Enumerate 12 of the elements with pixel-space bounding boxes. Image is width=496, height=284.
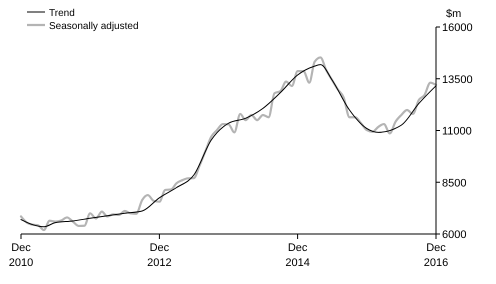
x-tick-label: Dec 2010 — [8, 242, 34, 269]
x-tick-label: Dec 2016 — [424, 242, 448, 269]
legend-label: Seasonally adjusted — [49, 21, 139, 32]
y-tick-label: 16000 — [442, 22, 473, 34]
y-tick-label: 11000 — [442, 126, 472, 138]
x-tick-label: Dec 2012 — [147, 242, 172, 269]
y-axis-title: $m — [446, 8, 462, 20]
y-tick-label: 8500 — [442, 177, 466, 190]
legend-label: Trend — [49, 8, 75, 19]
x-tick-label: Dec 2014 — [285, 242, 310, 269]
y-tick-label: 13500 — [442, 74, 473, 86]
y-tick-label: 6000 — [442, 229, 466, 241]
